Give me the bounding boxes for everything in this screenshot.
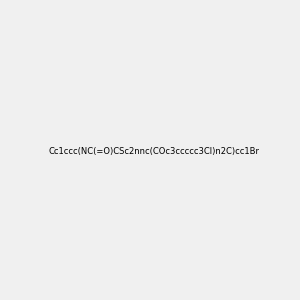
Text: Cc1ccc(NC(=O)CSc2nnc(COc3ccccc3Cl)n2C)cc1Br: Cc1ccc(NC(=O)CSc2nnc(COc3ccccc3Cl)n2C)cc… bbox=[48, 147, 259, 156]
